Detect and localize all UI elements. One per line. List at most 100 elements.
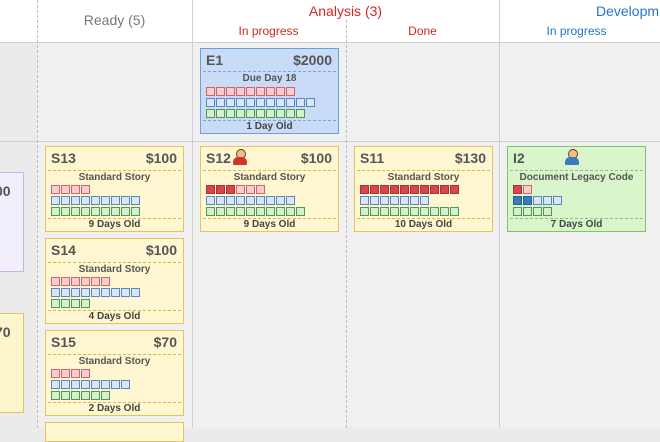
progress-cell [450, 207, 459, 216]
progress-cell [81, 196, 90, 205]
progress-cell [430, 207, 439, 216]
progress-cell [81, 380, 90, 389]
test-progress-bar [513, 207, 553, 216]
progress-cell [71, 207, 80, 216]
analysis-progress-bar [51, 277, 111, 286]
progress-cell [61, 288, 70, 297]
partial-card[interactable]: 70 [0, 313, 24, 413]
progress-cell [256, 109, 265, 118]
analysis-column-title[interactable]: Analysis (3) [308, 3, 383, 19]
progress-cell [380, 196, 389, 205]
analysis-in-progress-label: In progress [238, 24, 299, 38]
progress-cell [71, 299, 80, 308]
card-amount: $70 [153, 334, 177, 350]
progress-cell [226, 98, 235, 107]
partial-card[interactable]: 00 [0, 172, 24, 272]
progress-cell [236, 109, 245, 118]
progress-cell [131, 207, 140, 216]
progress-cell [390, 185, 399, 194]
progress-cell [91, 380, 100, 389]
analysis-progress-bar [513, 185, 533, 194]
card-id: S14 [51, 242, 76, 258]
progress-cell [111, 288, 120, 297]
progress-cell [111, 380, 120, 389]
card-s13[interactable]: S13 $100 Standard Story 9 Days Old [45, 146, 184, 232]
progress-cell [256, 207, 265, 216]
assignee-avatar-icon[interactable] [233, 149, 247, 165]
card-age: 1 Day Old [246, 121, 293, 132]
card-kind: Document Legacy Code [519, 172, 634, 183]
progress-cell [121, 196, 130, 205]
progress-cell [71, 380, 80, 389]
progress-cell [246, 98, 255, 107]
card-partial[interactable] [45, 422, 184, 442]
partial-card-amount: 70 [0, 324, 11, 340]
progress-cell [420, 185, 429, 194]
progress-cell [276, 109, 285, 118]
progress-cell [91, 288, 100, 297]
progress-cell [266, 196, 275, 205]
progress-cell [226, 196, 235, 205]
progress-cell [286, 196, 295, 205]
card-amount: $2000 [293, 52, 332, 68]
progress-cell [410, 185, 419, 194]
test-progress-bar [51, 299, 91, 308]
progress-cell [51, 196, 60, 205]
ready-column-title[interactable]: Ready (5) [83, 12, 146, 28]
progress-cell [51, 288, 60, 297]
test-progress-bar [51, 391, 111, 400]
card-kind: Standard Story [78, 356, 151, 367]
column-divider [499, 0, 500, 428]
progress-cell [81, 185, 90, 194]
card-s12[interactable]: S12 $100 Standard Story 9 Days Old [200, 146, 339, 232]
progress-cell [256, 87, 265, 96]
development-progress-bar [513, 196, 563, 205]
card-divider [510, 218, 643, 219]
progress-cell [543, 207, 552, 216]
progress-cell [236, 207, 245, 216]
progress-cell [360, 207, 369, 216]
progress-cell [121, 288, 130, 297]
card-e1[interactable]: E1 $2000 Due Day 18 1 Day Old [200, 48, 339, 134]
analysis-progress-bar [206, 185, 266, 194]
development-progress-bar [206, 196, 296, 205]
progress-cell [91, 391, 100, 400]
progress-cell [101, 288, 110, 297]
card-divider [510, 170, 643, 171]
progress-cell [420, 196, 429, 205]
progress-cell [246, 185, 255, 194]
progress-cell [360, 196, 369, 205]
card-i2[interactable]: I2 Document Legacy Code 7 Days Old [507, 146, 646, 232]
assignee-avatar-icon[interactable] [565, 149, 579, 165]
progress-cell [370, 207, 379, 216]
progress-cell [61, 196, 70, 205]
progress-cell [206, 185, 215, 194]
progress-cell [513, 185, 522, 194]
card-s15[interactable]: S15 $70 Standard Story 2 Days Old [45, 330, 184, 416]
development-column-title[interactable]: Developm [596, 3, 660, 19]
progress-cell [246, 196, 255, 205]
progress-cell [513, 207, 522, 216]
progress-cell [101, 391, 110, 400]
card-divider [48, 310, 181, 311]
progress-cell [533, 196, 542, 205]
progress-cell [81, 277, 90, 286]
progress-cell [71, 288, 80, 297]
card-divider [203, 71, 336, 72]
progress-cell [513, 196, 522, 205]
column-divider [192, 0, 193, 428]
card-kind: Standard Story [233, 172, 306, 183]
development-column-bg [499, 43, 660, 428]
progress-cell [543, 196, 552, 205]
progress-cell [101, 277, 110, 286]
progress-cell [256, 98, 265, 107]
progress-cell [370, 185, 379, 194]
progress-cell [380, 207, 389, 216]
progress-cell [71, 369, 80, 378]
progress-cell [51, 391, 60, 400]
card-s11[interactable]: S11 $130 Standard Story 10 Days Old [354, 146, 493, 232]
progress-cell [226, 185, 235, 194]
card-s14[interactable]: S14 $100 Standard Story 4 Days Old [45, 238, 184, 324]
progress-cell [246, 109, 255, 118]
progress-cell [91, 207, 100, 216]
